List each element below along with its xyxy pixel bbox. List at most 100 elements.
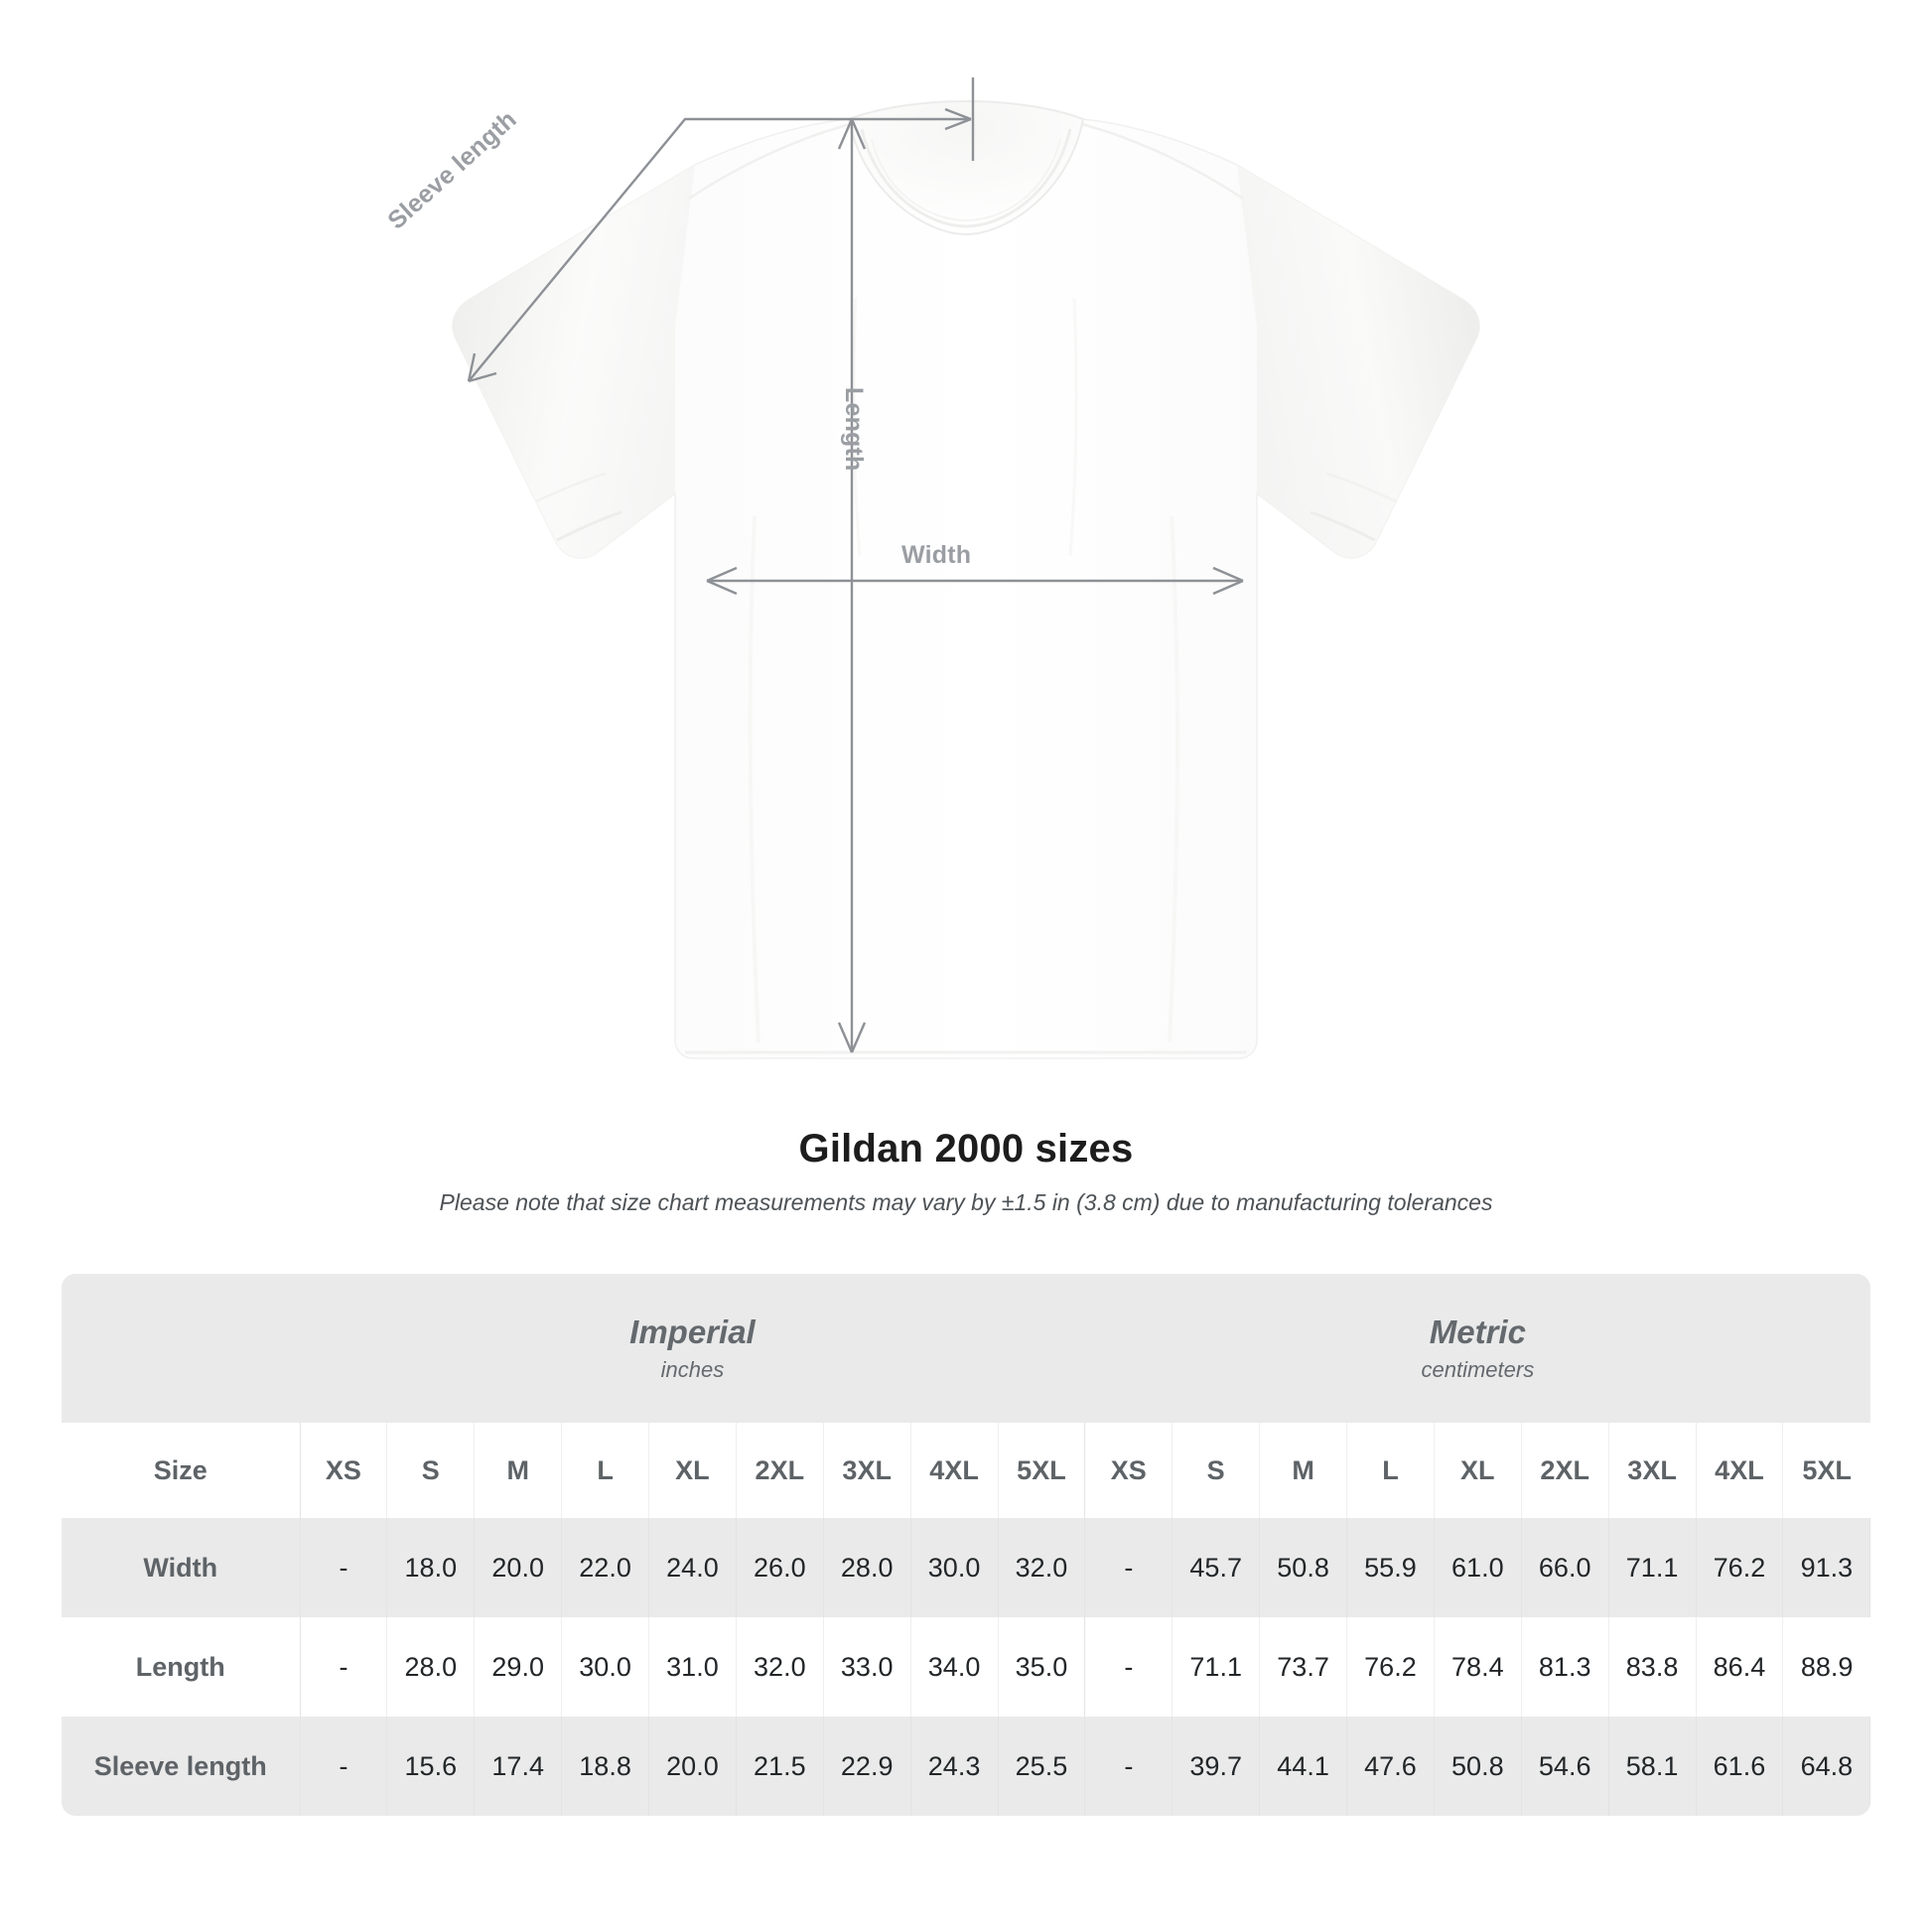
table-cell-metric: 76.2 bbox=[1346, 1617, 1435, 1717]
table-cell-imperial: 34.0 bbox=[910, 1617, 999, 1717]
tolerance-note: Please note that size chart measurements… bbox=[439, 1189, 1493, 1215]
width-annotation-label: Width bbox=[901, 541, 972, 569]
size-column-header-metric-s: S bbox=[1172, 1423, 1261, 1518]
size-column-header-imperial-l: L bbox=[561, 1423, 649, 1518]
row-label: Length bbox=[62, 1617, 301, 1717]
table-cell-metric: 50.8 bbox=[1259, 1518, 1347, 1617]
table-cell-imperial: 20.0 bbox=[648, 1717, 737, 1816]
width-arrow-right bbox=[1212, 566, 1244, 596]
size-column-header-imperial-3xl: 3XL bbox=[823, 1423, 911, 1518]
table-cell-imperial: 22.0 bbox=[561, 1518, 649, 1617]
row-label: Sleeve length bbox=[62, 1717, 301, 1816]
table-cell-imperial: 15.6 bbox=[386, 1717, 476, 1816]
table-cell-metric: - bbox=[1084, 1617, 1173, 1717]
table-cell-imperial: 28.0 bbox=[386, 1617, 476, 1717]
length-arrow-down bbox=[837, 1022, 867, 1053]
size-column-header-metric-5xl: 5XL bbox=[1782, 1423, 1870, 1518]
table-cell-metric: 47.6 bbox=[1346, 1717, 1435, 1816]
table-cell-metric: 66.0 bbox=[1521, 1518, 1609, 1617]
table-row: Width -18.0 20.0 22.0 24.0 26.0 28.0 30.0 32.0-4… bbox=[62, 1518, 1871, 1617]
table-cell-imperial: 22.9 bbox=[823, 1717, 911, 1816]
table-cell-metric: 50.8 bbox=[1434, 1717, 1522, 1816]
table-cell-metric: 78.4 bbox=[1434, 1617, 1522, 1717]
tshirt-illustration bbox=[452, 77, 1480, 1059]
table-cell-imperial: 26.0 bbox=[736, 1518, 824, 1617]
table-cell-imperial: 18.8 bbox=[561, 1717, 649, 1816]
unit-measure-label: inches bbox=[660, 1357, 725, 1383]
page-title: Gildan 2000 sizes bbox=[798, 1127, 1134, 1171]
unit-group-metric: Metric centimeters bbox=[1084, 1274, 1870, 1423]
table-cell-metric: 61.0 bbox=[1434, 1518, 1522, 1617]
table-cell-imperial: 28.0 bbox=[823, 1518, 911, 1617]
sleeve-length-guide bbox=[468, 117, 834, 382]
size-column-header-metric-m: M bbox=[1259, 1423, 1347, 1518]
unit-measure-label: centimeters bbox=[1421, 1357, 1535, 1383]
unit-system-label: Metric bbox=[1429, 1312, 1526, 1350]
size-column-header-metric-xl: XL bbox=[1434, 1423, 1522, 1518]
size-column-header-imperial-xl: XL bbox=[648, 1423, 737, 1518]
collar-shape bbox=[847, 99, 1085, 236]
table-cell-metric: 88.9 bbox=[1782, 1617, 1870, 1717]
size-chart-table-wrap: Imperial inches Metric centimeters Size X… bbox=[62, 1274, 1871, 1816]
table-cell-metric: 91.3 bbox=[1782, 1518, 1871, 1617]
size-column-header-metric-3xl: 3XL bbox=[1608, 1423, 1697, 1518]
size-column-header-imperial-2xl: 2XL bbox=[736, 1423, 824, 1518]
sleeve-top-arrow-head bbox=[944, 107, 972, 131]
sleeve-arrow-head bbox=[467, 352, 497, 383]
measure-lines bbox=[467, 77, 1244, 1053]
width-arrow-left bbox=[706, 566, 738, 596]
table-cell-imperial: 33.0 bbox=[823, 1617, 911, 1717]
table-cell-metric: - bbox=[1084, 1518, 1173, 1617]
table-cell-imperial: 18.0 bbox=[386, 1518, 476, 1617]
tshirt-diagram: Sleeve length Length Width bbox=[382, 77, 1480, 1059]
table-cell-imperial: 30.0 bbox=[910, 1518, 999, 1617]
table-cell-metric: 61.6 bbox=[1696, 1717, 1784, 1816]
size-chart-table: Imperial inches Metric centimeters Size X… bbox=[62, 1274, 1871, 1816]
table-cell-imperial: 32.0 bbox=[736, 1617, 824, 1717]
size-column-header-metric-4xl: 4XL bbox=[1696, 1423, 1784, 1518]
size-header-label: Size bbox=[62, 1423, 301, 1518]
unit-group-imperial: Imperial inches bbox=[300, 1274, 1085, 1423]
table-cell-metric: 71.1 bbox=[1172, 1617, 1261, 1717]
table-cell-metric: 86.4 bbox=[1696, 1617, 1784, 1717]
size-column-header-metric-xs: XS bbox=[1084, 1423, 1173, 1518]
unit-group-row: Imperial inches Metric centimeters bbox=[62, 1274, 1870, 1423]
table-cell-imperial: 29.0 bbox=[474, 1617, 563, 1717]
table-cell-imperial: - bbox=[300, 1518, 388, 1617]
size-table-body: Width -18.0 20.0 22.0 24.0 26.0 28.0 30.0 32.0-4… bbox=[62, 1518, 1871, 1816]
table-cell-imperial: 20.0 bbox=[474, 1518, 563, 1617]
size-column-header-metric-2xl: 2XL bbox=[1521, 1423, 1609, 1518]
unit-system-label: Imperial bbox=[629, 1312, 756, 1350]
size-column-header-imperial-5xl: 5XL bbox=[998, 1423, 1086, 1518]
row-label: Width bbox=[62, 1518, 301, 1617]
table-row: Sleeve length -15.6 17.4 18.8 20.0 21.5 22.9 24… bbox=[62, 1717, 1871, 1816]
table-cell-metric: - bbox=[1084, 1717, 1173, 1816]
size-column-header-imperial-m: M bbox=[474, 1423, 563, 1518]
table-corner-cell bbox=[62, 1274, 300, 1423]
table-cell-imperial: 32.0 bbox=[998, 1518, 1086, 1617]
size-column-header-imperial-xs: XS bbox=[300, 1423, 388, 1518]
table-cell-imperial: 25.5 bbox=[998, 1717, 1086, 1816]
table-cell-imperial: 17.4 bbox=[474, 1717, 563, 1816]
table-cell-metric: 76.2 bbox=[1696, 1518, 1784, 1617]
table-cell-metric: 39.7 bbox=[1172, 1717, 1261, 1816]
size-column-header-metric-l: L bbox=[1346, 1423, 1435, 1518]
table-cell-imperial: - bbox=[300, 1717, 388, 1816]
table-cell-metric: 71.1 bbox=[1608, 1518, 1697, 1617]
table-cell-metric: 64.8 bbox=[1782, 1717, 1871, 1816]
table-cell-metric: 54.6 bbox=[1521, 1717, 1609, 1816]
table-row: Length -28.0 29.0 30.0 31.0 32.0 33.0 34.0 35.0-… bbox=[62, 1617, 1870, 1717]
table-cell-metric: 58.1 bbox=[1608, 1717, 1697, 1816]
size-column-header-imperial-4xl: 4XL bbox=[910, 1423, 999, 1518]
table-cell-imperial: 24.3 bbox=[910, 1717, 999, 1816]
table-cell-imperial: 24.0 bbox=[648, 1518, 737, 1617]
length-arrow-up bbox=[837, 118, 867, 150]
table-cell-imperial: 21.5 bbox=[736, 1717, 824, 1816]
table-cell-imperial: 30.0 bbox=[561, 1617, 649, 1717]
table-cell-imperial: 35.0 bbox=[998, 1617, 1086, 1717]
table-cell-imperial: 31.0 bbox=[648, 1617, 737, 1717]
size-header-row: Size XS S M L XL 2XL 3XL 4XL 5XL XS S M L XL 2XL 3XL 4XL 5… bbox=[62, 1423, 1870, 1518]
length-annotation-label: Length bbox=[840, 387, 868, 472]
table-cell-metric: 83.8 bbox=[1608, 1617, 1697, 1717]
size-column-header-imperial-s: S bbox=[386, 1423, 476, 1518]
